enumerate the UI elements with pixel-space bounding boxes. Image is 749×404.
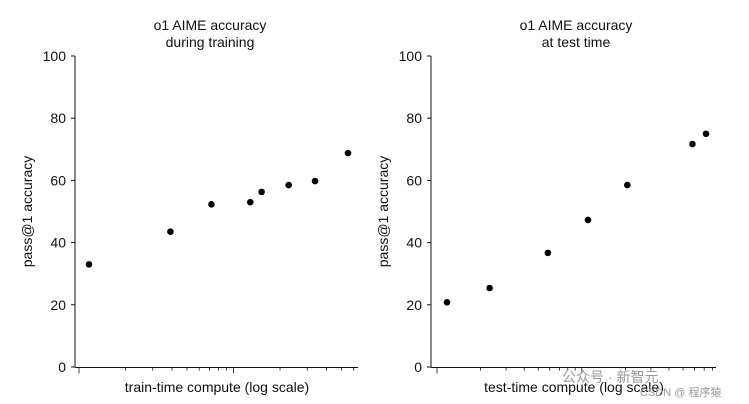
y-tick-label: 100 [43, 48, 67, 64]
y-tick-label: 60 [406, 172, 422, 188]
data-point [702, 130, 710, 138]
x-axis-label: train-time compute (log scale) [125, 379, 309, 395]
data-point [344, 149, 352, 157]
y-tick-label: 80 [406, 110, 422, 126]
watermark-text: 公众号 · 新智元 [562, 369, 658, 385]
y-tick-label: 20 [406, 297, 422, 313]
y-tick-label: 100 [399, 48, 423, 64]
y-tick-label: 80 [50, 110, 66, 126]
chart-title-line: during training [166, 34, 255, 50]
chart-title-line: o1 AIME accuracy [154, 17, 267, 33]
data-point [311, 177, 319, 185]
chart-title-line: o1 AIME accuracy [520, 17, 633, 33]
data-point [208, 201, 215, 208]
data-point [689, 140, 696, 148]
y-tick-label: 40 [50, 235, 66, 251]
data-point [443, 299, 451, 306]
chart-title-line: at test time [542, 34, 611, 50]
y-tick-label: 0 [58, 359, 66, 375]
y-tick-label: 60 [50, 172, 66, 188]
data-point [258, 188, 265, 196]
data-point [167, 228, 174, 236]
y-tick-label: 40 [406, 235, 422, 251]
data-point [624, 181, 631, 189]
y-axis-label: pass@1 accuracy [375, 156, 391, 267]
y-tick-label: 0 [414, 359, 422, 375]
data-point [486, 284, 493, 292]
data-point [285, 181, 292, 189]
data-point [544, 249, 552, 257]
y-axis-label: pass@1 accuracy [19, 156, 35, 267]
x-axis-label: test-time compute (log scale) [484, 379, 664, 395]
y-tick-label: 20 [50, 297, 66, 313]
data-point [584, 216, 592, 224]
data-point [247, 198, 254, 206]
data-point [85, 261, 93, 268]
watermark-subtext: CSDN @ 程序猿 [640, 385, 721, 399]
